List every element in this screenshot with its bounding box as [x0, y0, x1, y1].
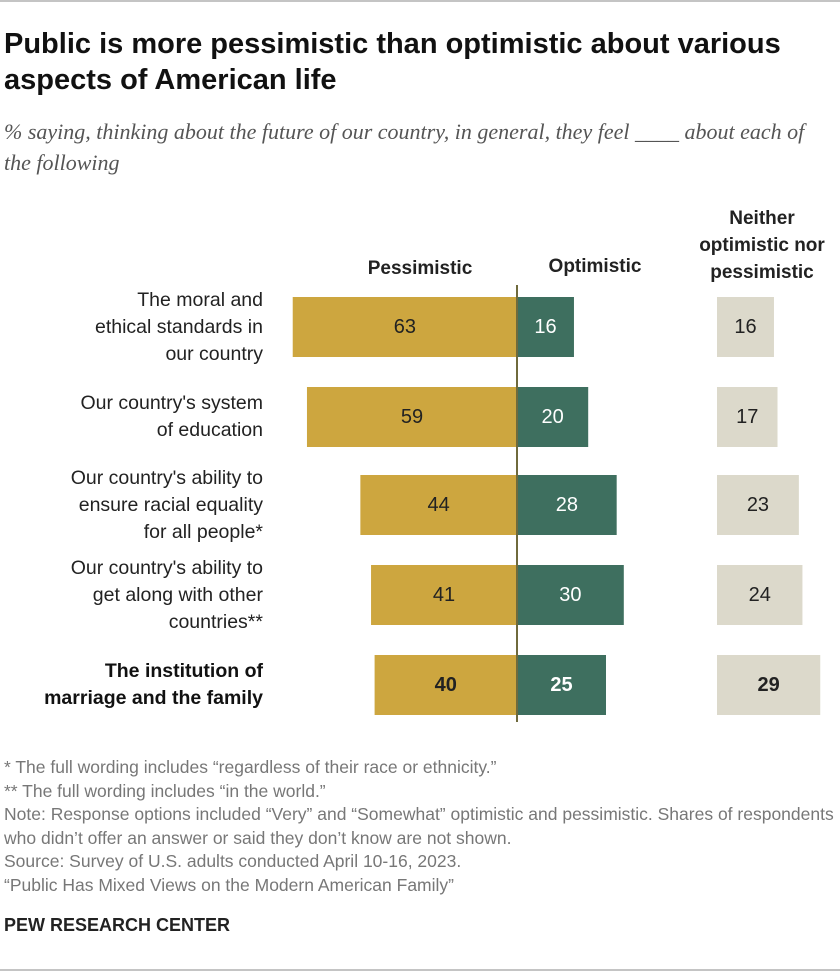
bar [717, 387, 778, 447]
note: ** The full wording includes “in the wor… [4, 780, 326, 801]
legend-label: Optimistic [548, 256, 642, 277]
bar [517, 565, 624, 625]
bar [517, 387, 589, 447]
bar [717, 297, 774, 357]
bar [374, 655, 517, 715]
bar [517, 297, 574, 357]
category-label: The institution of marriage and the fami… [44, 660, 263, 709]
bar [360, 475, 517, 535]
category-label: Our country's system of education [80, 392, 263, 441]
value-label: 59 [400, 406, 424, 428]
value-label: 44 [427, 494, 450, 516]
value-label: 23 [746, 494, 770, 516]
value-label: 20 [541, 406, 564, 428]
bar [517, 475, 617, 535]
category-label: The moral and ethical standards in our c… [94, 288, 263, 365]
note: * The full wording includes “regardless … [4, 757, 497, 777]
note: Note: Response options included “Very” a… [4, 804, 834, 848]
value-label: 63 [393, 316, 416, 338]
notes: * The full wording includes “regardless … [4, 756, 834, 897]
value-label: 29 [757, 674, 780, 696]
value-label: 16 [734, 316, 757, 338]
note: Source: Survey of U.S. adults conducted … [4, 851, 462, 871]
value-label: 16 [534, 316, 557, 338]
chart-title: Public is more pessimistic than optimist… [4, 28, 781, 96]
source-org: PEW RESEARCH CENTER [4, 915, 231, 935]
bar [517, 655, 606, 715]
category-label: Our country's ability to get along with … [70, 556, 263, 633]
bar [292, 297, 517, 357]
value-label: 25 [550, 674, 573, 696]
value-label: 30 [559, 584, 582, 606]
bar [717, 565, 803, 625]
value-label: 28 [555, 494, 578, 516]
bar [371, 565, 517, 625]
value-label: 40 [434, 674, 457, 696]
value-label: 17 [736, 406, 759, 428]
category-label: Our country's ability to ensure racial e… [70, 466, 263, 543]
chart-subtitle: % saying, thinking about the future of o… [4, 119, 805, 175]
bar [717, 475, 799, 535]
value-label: 41 [432, 584, 456, 606]
bar [717, 655, 821, 715]
bar [306, 387, 517, 447]
legend-label: Pessimistic [367, 258, 473, 279]
note: “Public Has Mixed Views on the Modern Am… [4, 874, 454, 895]
legend-label: Neither optimistic nor pessimistic [699, 208, 825, 283]
value-label: 24 [748, 584, 771, 606]
